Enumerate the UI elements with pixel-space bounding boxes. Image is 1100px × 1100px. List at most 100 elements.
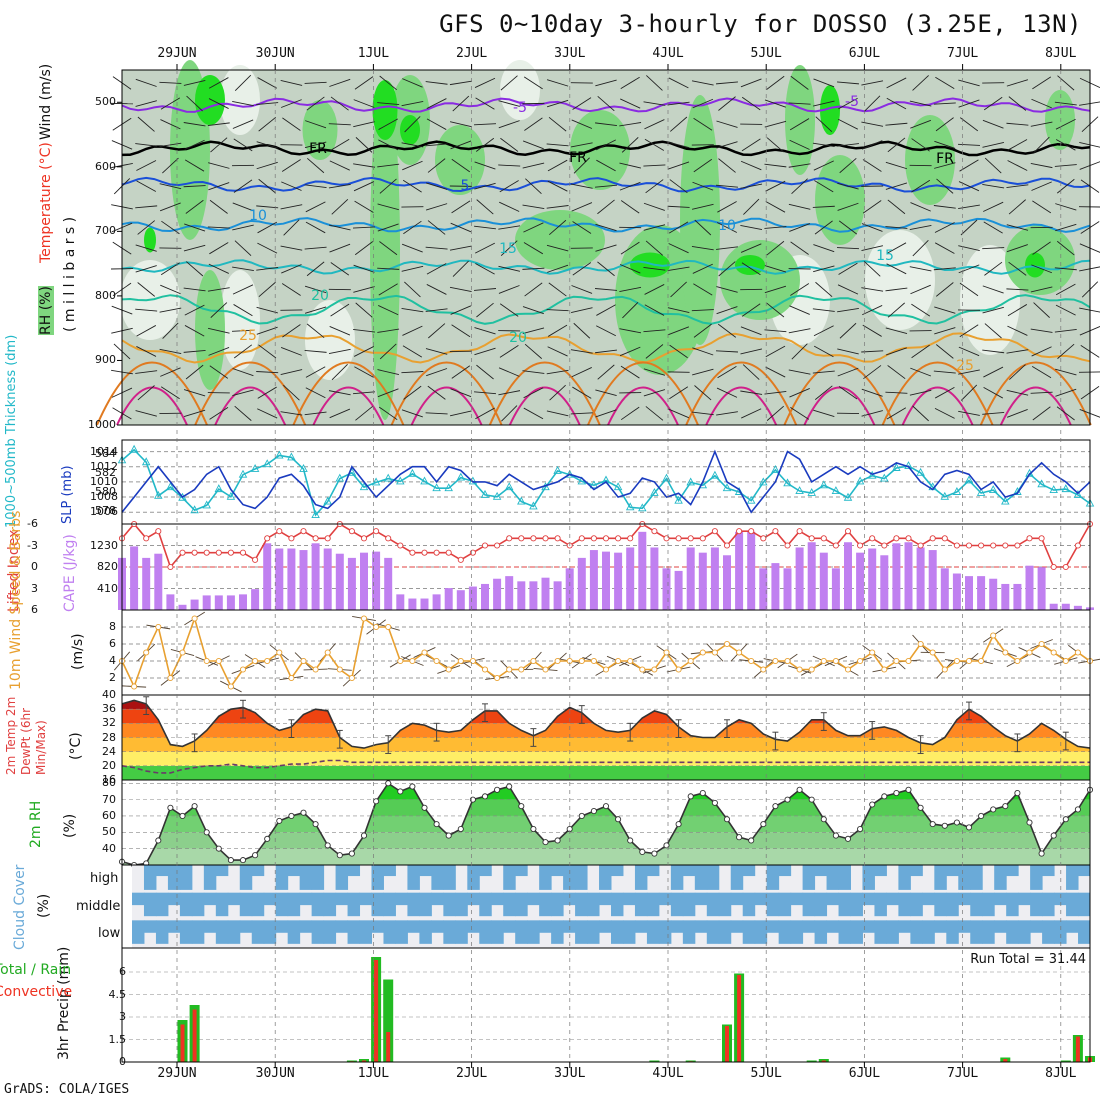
wind-speed-line-marker [300, 657, 307, 665]
lifted-index-line-marker [857, 542, 864, 549]
pressure-tick: 700 [95, 224, 116, 238]
wind-speed-line-marker [832, 657, 839, 665]
wind-barb [135, 205, 158, 209]
wind-barb [839, 157, 857, 174]
wind-barb [791, 343, 808, 360]
cape-bar [1049, 603, 1058, 610]
wind-barb [1006, 79, 1029, 87]
cloud-cell [287, 892, 301, 917]
cloud-cell [934, 892, 947, 917]
wind-speed-line-marker [663, 649, 670, 656]
wind-barb [354, 241, 374, 256]
wind-barb [353, 163, 375, 168]
thickness-line-marker [480, 489, 490, 498]
slp-tick: 1014 [90, 444, 118, 458]
wind-barb [1006, 244, 1028, 253]
temp-band [122, 751, 1090, 766]
precip-tick: 6 [119, 965, 126, 978]
cloud-cell [754, 892, 768, 906]
thickness-line-marker [1001, 496, 1010, 505]
cloud-cell [431, 892, 444, 906]
rh-band [122, 848, 1090, 865]
rh-line-marker [627, 837, 634, 844]
cloud-cell [155, 892, 169, 917]
wind-speed-line-marker [264, 657, 271, 665]
rh-line-marker [167, 804, 174, 811]
wind-barb [256, 205, 279, 209]
cape-bar [783, 568, 792, 610]
cloud-cell [599, 892, 612, 906]
temperature-contour [121, 217, 1091, 233]
cloud-cell [730, 892, 744, 906]
rh-tick: 60 [102, 808, 116, 822]
wind-barb [716, 387, 738, 398]
cloud-cell [215, 865, 229, 877]
wind-barb [328, 224, 351, 231]
cloud-cell [946, 892, 959, 917]
thickness-line-marker [855, 476, 865, 485]
rh-line-marker [978, 812, 985, 820]
wind-barb [402, 78, 423, 88]
lifted-index-line-marker [143, 535, 150, 542]
wind-barb [861, 121, 884, 127]
cloud-cell [694, 920, 708, 933]
wind-barb [159, 307, 182, 313]
wind-barb [1055, 203, 1077, 211]
temperature-contour-30 [194, 361, 307, 426]
wind-barb [426, 368, 448, 377]
wind-barb [524, 117, 543, 131]
cape-bar [178, 604, 187, 610]
lifted-index-line-marker [397, 542, 404, 549]
cloud-ylabel: Cloud Cover [12, 864, 28, 950]
date-label-top: 7JUL [946, 46, 979, 61]
wind-barb [184, 304, 205, 316]
wind-barb [861, 245, 884, 252]
cape-bar [965, 576, 973, 610]
slp-tick: 1010 [90, 474, 118, 488]
wind-barb [257, 221, 278, 234]
temp-tick: 28 [102, 730, 116, 744]
wind-barb [232, 368, 254, 377]
cloud-cell [347, 865, 361, 877]
wind-barb [475, 137, 495, 152]
wind-barb [425, 143, 448, 147]
wind-barb [498, 100, 520, 107]
wind-barb [379, 241, 398, 256]
wind-barb [425, 246, 448, 250]
thickness-line-marker [359, 482, 369, 491]
upper-ylabel-rh: RH (%) [38, 286, 54, 335]
wind-barb [425, 81, 448, 85]
wind-speed-line-marker [409, 657, 416, 665]
cape-bar [1061, 603, 1070, 610]
lifted-index-line-marker [1074, 542, 1081, 549]
contour-label: 15 [499, 241, 517, 257]
cloud-cell [371, 892, 384, 917]
wind-barb [546, 244, 569, 252]
wind-barb [304, 141, 327, 149]
wind-barb [330, 138, 350, 151]
lifted-index-line-marker [239, 549, 247, 556]
lifted-index-line-marker [348, 528, 355, 535]
wind-speed-line-marker [131, 683, 138, 690]
wind-barb [764, 390, 787, 395]
cloud-cell [419, 920, 432, 944]
wind-barb [766, 302, 785, 318]
wind-barb [328, 123, 351, 126]
temperature-contour [121, 259, 1091, 275]
cloud-cell [599, 920, 612, 933]
rh-line-marker [312, 821, 319, 828]
wind-speed-line-marker [844, 666, 852, 673]
cloud-cell [982, 920, 995, 944]
wind-barb [452, 95, 470, 112]
wind-speed-line-marker [227, 683, 234, 690]
wind-speed-line-marker [1074, 649, 1081, 656]
wind-barb [184, 223, 206, 232]
cloud-cell [802, 865, 816, 890]
cloud-cell [359, 920, 372, 944]
wind-barb [331, 363, 348, 381]
lifted-index-line-marker [1002, 542, 1009, 549]
wind-barb [789, 388, 810, 398]
wind-barb [283, 219, 300, 236]
cloud-cell [503, 865, 516, 890]
cloud-cell [479, 892, 492, 917]
